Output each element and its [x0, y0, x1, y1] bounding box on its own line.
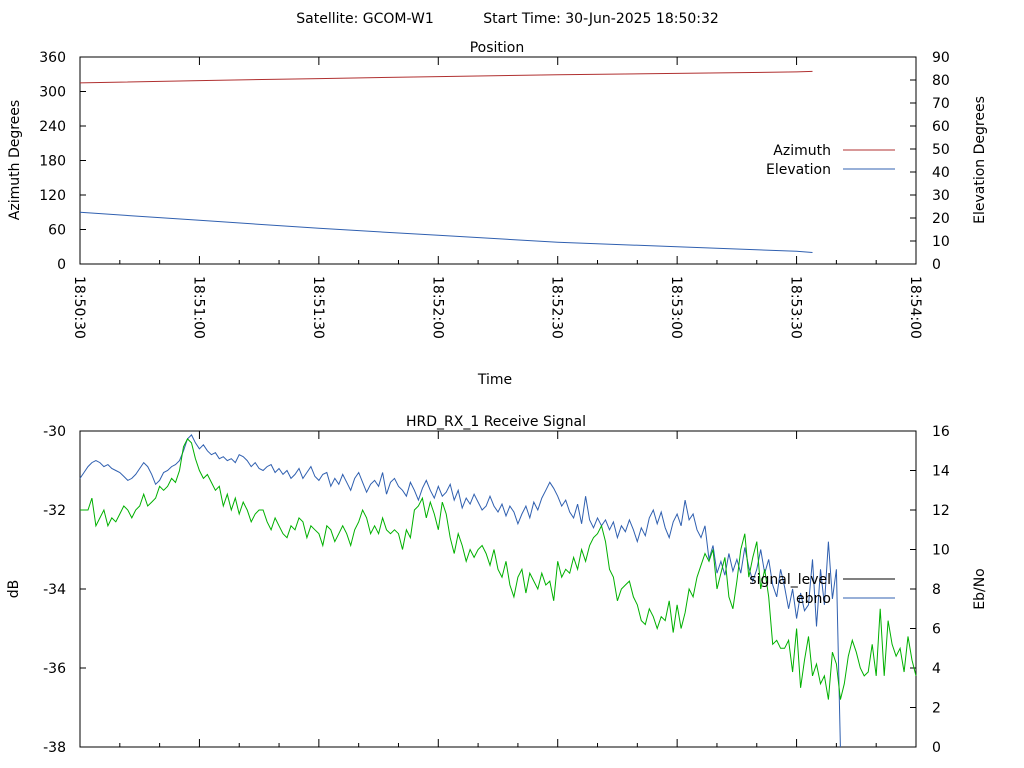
y-left-tick-label: -38 [43, 740, 66, 756]
y-right-tick-label: 4 [932, 661, 941, 677]
position-chart: Position 0 60 120 180 240 300 360 0 10 20 30 40 50 60… [7, 40, 988, 388]
y-right-tick-label: 0 [932, 257, 941, 273]
y-left-tick-label: 180 [39, 154, 66, 170]
y-right-tick-label: 30 [932, 188, 950, 204]
y-right-tick-label: 60 [932, 119, 950, 135]
y-right-tick-label: 8 [932, 582, 941, 598]
y-left-tick-label: -32 [43, 503, 66, 519]
y-right-tick-label: 6 [932, 622, 941, 638]
receive-signal-chart: HRD_RX_1 Receive Signal -30 -32 -34 -36 -38 0… [6, 414, 988, 756]
x-tick-label: 18:53:00 [668, 276, 684, 339]
y-left-tick-label: 60 [48, 223, 66, 239]
Elevation-line [79, 211, 813, 253]
green-trace-line [80, 438, 917, 700]
chart1-xlabel: Time [477, 372, 512, 388]
y-left-tick-label: -34 [43, 582, 66, 598]
x-tick-label: 18:52:30 [549, 276, 565, 339]
chart2-title: HRD_RX_1 Receive Signal [406, 414, 586, 430]
y-right-tick-label: 16 [932, 424, 950, 440]
header-satellite: Satellite: GCOM-W1 [296, 11, 433, 27]
y-left-tick-label: 300 [39, 85, 66, 101]
y-left-tick-label: 240 [39, 119, 66, 135]
chart2-series [79, 434, 917, 748]
y-right-tick-label: 70 [932, 96, 950, 112]
y-left-tick-label: -36 [43, 661, 66, 677]
y-right-tick-label: 10 [932, 234, 950, 250]
header-start-time: Start Time: 30-Jun-2025 18:50:32 [483, 11, 719, 27]
y-right-tick-label: 90 [932, 50, 950, 66]
legend-label: ebno [796, 591, 831, 607]
y-right-tick-label: 40 [932, 165, 950, 181]
chart1-ticks: 0 60 120 180 240 300 360 0 10 20 30 40 50 60 70 80 90 18:… [39, 50, 950, 339]
x-tick-label: 18:50:30 [71, 276, 87, 339]
legend-label: Elevation [766, 162, 831, 178]
chart1-series [79, 70, 813, 253]
y-right-tick-label: 12 [932, 503, 950, 519]
chart1-legend: Azimuth Elevation [766, 143, 895, 178]
x-tick-label: 18:54:00 [907, 276, 923, 339]
chart1-title: Position [470, 40, 525, 56]
chart1-ylabel-left: Azimuth Degrees [7, 100, 23, 220]
y-right-tick-label: 10 [932, 543, 950, 559]
x-tick-label: 18:53:30 [788, 276, 804, 339]
y-right-tick-label: 0 [932, 740, 941, 756]
y-right-tick-label: 20 [932, 211, 950, 227]
ebno-line [79, 434, 841, 748]
legend-label: signal_level [749, 572, 831, 588]
y-left-tick-label: 120 [39, 188, 66, 204]
y-left-tick-label: 0 [57, 257, 66, 273]
x-tick-label: 18:51:00 [190, 276, 206, 339]
y-right-tick-label: 14 [932, 464, 950, 480]
y-left-tick-label: -30 [43, 424, 66, 440]
chart1-plot-frame [79, 56, 917, 265]
y-right-tick-label: 80 [932, 73, 950, 89]
chart2-ylabel-right: Eb/No [972, 568, 988, 610]
chart2-ticks: -30 -32 -34 -36 -38 0 2 4 6 8 10 12 14 16 [43, 424, 950, 756]
x-tick-label: 18:51:30 [310, 276, 326, 339]
chart2-ylabel-left: dB [6, 580, 22, 599]
y-right-tick-label: 2 [932, 701, 941, 717]
y-left-tick-label: 360 [39, 50, 66, 66]
chart2-plot-frame [79, 430, 917, 748]
x-tick-label: 18:52:00 [429, 276, 445, 339]
chart1-ylabel-right: Elevation Degrees [972, 96, 988, 224]
legend-label: Azimuth [773, 143, 831, 159]
y-right-tick-label: 50 [932, 142, 950, 158]
Azimuth-line [79, 70, 813, 84]
